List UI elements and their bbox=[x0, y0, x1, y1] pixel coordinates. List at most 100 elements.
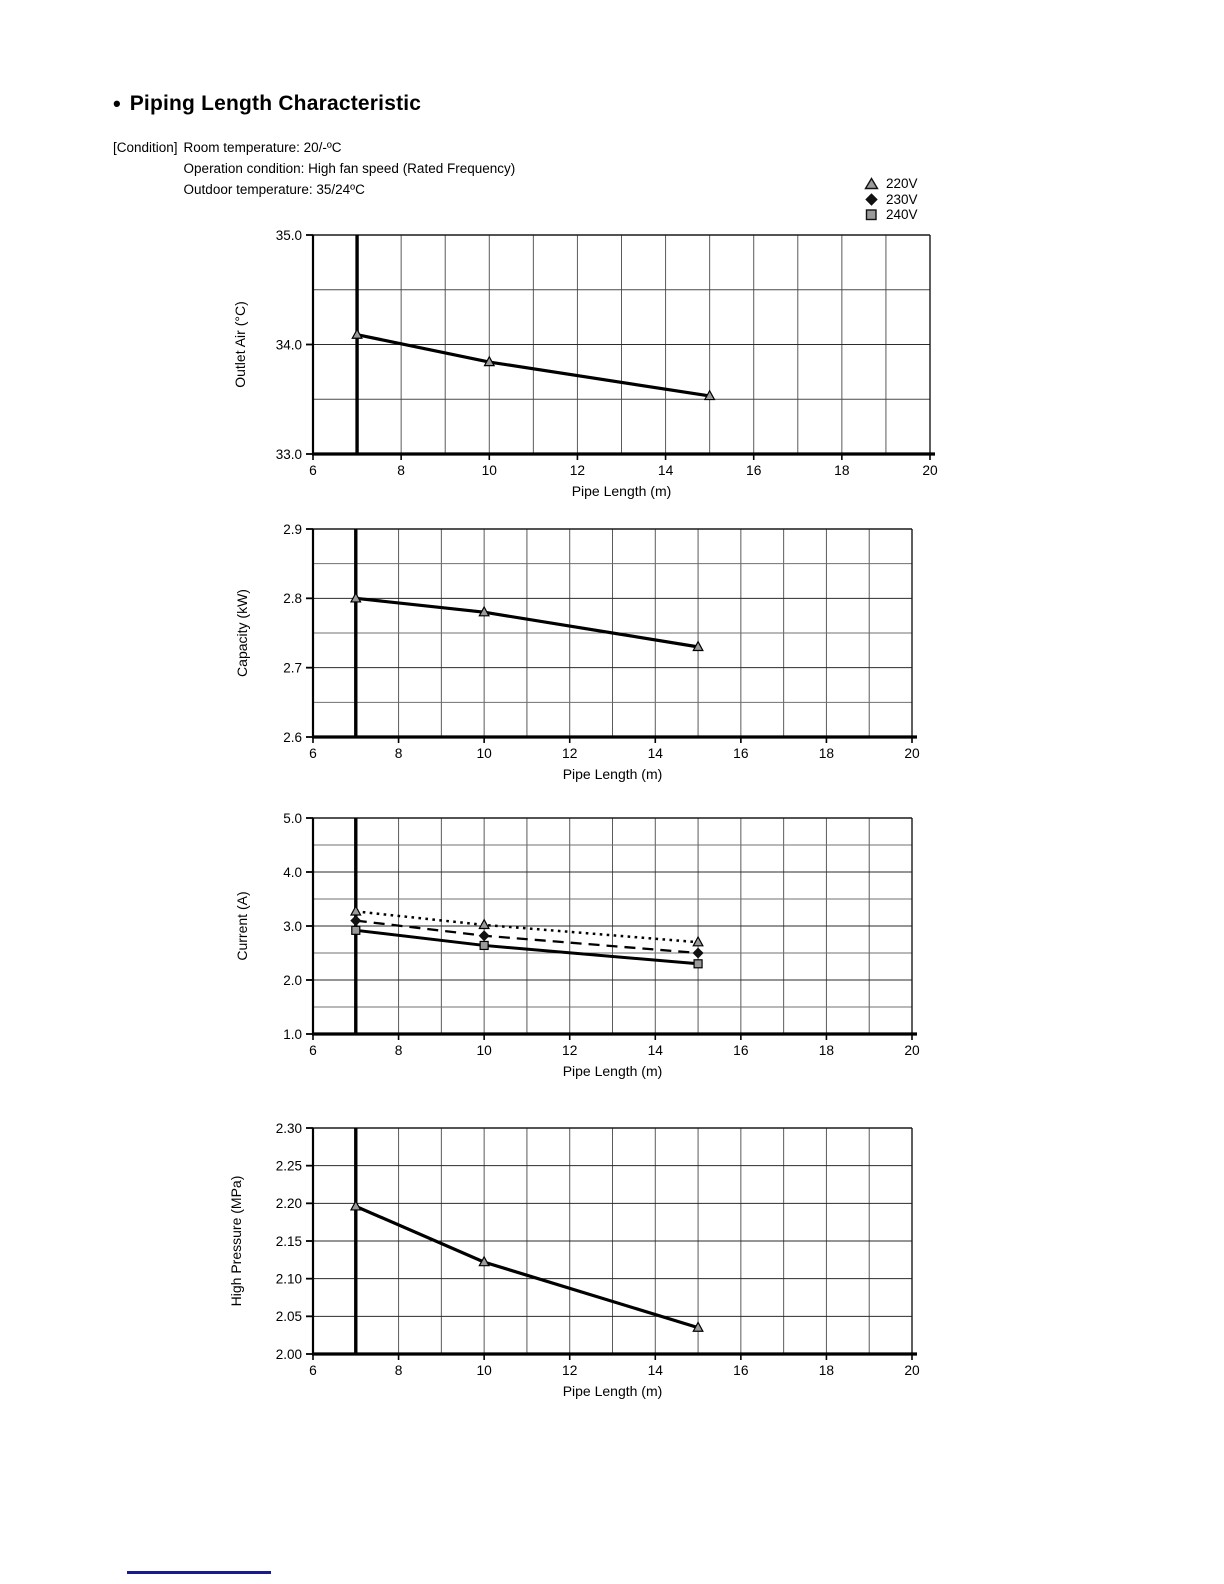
chart-outlet-air: 33.0 34.0 35.0 6 8 10 12 14 16 18 20 Pipe Length (m… bbox=[232, 228, 938, 499]
marker-diamond-230V bbox=[478, 930, 490, 942]
y-axis-title: Capacity (kW) bbox=[234, 589, 250, 677]
page-title: • Piping Length Characteristic bbox=[113, 92, 421, 116]
y-axis-title: Current (A) bbox=[234, 891, 250, 960]
marker-triangle-220V bbox=[478, 605, 490, 617]
legend-item-240v: 240V bbox=[864, 207, 918, 223]
y-tick-label: 34.0 bbox=[276, 337, 302, 352]
legend-label: 230V bbox=[886, 191, 918, 207]
legend-label: 240V bbox=[886, 207, 918, 223]
y-tick-label: 35.0 bbox=[276, 228, 302, 243]
y-tick-label: 33.0 bbox=[276, 447, 302, 462]
x-tick-label: 8 bbox=[397, 463, 405, 478]
x-tick-label: 16 bbox=[746, 463, 762, 478]
page-title-text: Piping Length Characteristic bbox=[129, 92, 422, 115]
y-tick-label: 2.20 bbox=[276, 1196, 302, 1211]
y-tick-label: 2.7 bbox=[283, 660, 302, 675]
marker-triangle-220V bbox=[703, 389, 716, 401]
y-tick-label: 2.6 bbox=[283, 730, 302, 745]
x-tick-label: 16 bbox=[733, 746, 749, 761]
x-tick-label: 10 bbox=[476, 746, 492, 761]
condition-block: [Condition] Room temperature: 20/-ºC Ope… bbox=[113, 137, 515, 200]
marker-triangle-220V bbox=[478, 918, 490, 930]
y-tick-label: 2.00 bbox=[276, 1347, 302, 1362]
x-tick-label: 20 bbox=[904, 1363, 920, 1378]
y-tick-label: 3.0 bbox=[283, 919, 302, 934]
x-tick-label: 14 bbox=[648, 1363, 664, 1378]
legend-label: 220V bbox=[886, 176, 918, 192]
marker-triangle-220V bbox=[351, 328, 363, 339]
y-tick-label: 2.05 bbox=[276, 1309, 302, 1324]
x-tick-label: 8 bbox=[395, 1363, 403, 1378]
legend-triangle-icon bbox=[864, 177, 879, 190]
x-tick-label: 12 bbox=[562, 1043, 577, 1058]
x-tick-label: 14 bbox=[648, 746, 664, 761]
legend: 220V 230V 240V bbox=[864, 176, 918, 223]
x-tick-label: 16 bbox=[733, 1363, 749, 1378]
x-tick-label: 18 bbox=[834, 463, 850, 478]
x-tick-label: 14 bbox=[658, 463, 674, 478]
y-axis-title: High Pressure (MPa) bbox=[228, 1176, 244, 1307]
condition-line-operation: Operation condition: High fan speed (Rat… bbox=[183, 161, 516, 176]
y-tick-label: 4.0 bbox=[283, 865, 302, 880]
x-tick-label: 6 bbox=[309, 1363, 317, 1378]
marker-triangle-220V bbox=[483, 355, 496, 367]
marker-triangle-220V bbox=[349, 1199, 362, 1211]
x-tick-label: 8 bbox=[395, 1043, 403, 1058]
legend-item-220v: 220V bbox=[864, 176, 918, 192]
y-axis-title: Outlet Air (°C) bbox=[232, 301, 248, 388]
x-axis-title: Pipe Length (m) bbox=[572, 483, 672, 499]
x-tick-label: 6 bbox=[309, 463, 317, 478]
y-tick-label: 2.9 bbox=[283, 522, 302, 537]
legend-diamond-icon bbox=[865, 193, 878, 206]
x-tick-label: 20 bbox=[904, 746, 920, 761]
marker-diamond-230V bbox=[692, 947, 704, 959]
x-tick-label: 14 bbox=[648, 1043, 664, 1058]
x-tick-label: 10 bbox=[482, 463, 498, 478]
y-tick-label: 2.15 bbox=[276, 1234, 302, 1249]
condition-label: [Condition] bbox=[113, 140, 178, 155]
marker-triangle-220V bbox=[478, 1255, 490, 1267]
series-line-220V bbox=[355, 910, 699, 944]
marker-square-240V bbox=[351, 925, 361, 935]
y-tick-label: 2.8 bbox=[283, 591, 302, 606]
x-tick-label: 12 bbox=[570, 463, 585, 478]
x-tick-label: 20 bbox=[904, 1043, 920, 1058]
marker-triangle-220V bbox=[692, 1321, 704, 1332]
y-tick-label: 1.0 bbox=[283, 1027, 302, 1042]
condition-line-outdoor: Outdoor temperature: 35/24ºC bbox=[183, 182, 365, 197]
y-tick-label: 2.10 bbox=[276, 1271, 302, 1286]
condition-line-room: Room temperature: 20/-ºC bbox=[183, 140, 342, 155]
y-tick-label: 2.25 bbox=[276, 1158, 302, 1173]
marker-triangle-220V bbox=[349, 904, 362, 916]
x-tick-label: 6 bbox=[309, 1043, 317, 1058]
x-tick-label: 16 bbox=[733, 1043, 749, 1058]
marker-triangle-220V bbox=[349, 591, 362, 603]
legend-item-230v: 230V bbox=[864, 192, 918, 208]
legend-square-icon bbox=[865, 209, 877, 221]
x-axis-title: Pipe Length (m) bbox=[563, 1063, 663, 1079]
chart-high-pressure: 2.00 2.05 2.10 2.15 2.20 2.25 2.30 6 8 10 12 14 16 18… bbox=[228, 1121, 920, 1399]
x-axis-title: Pipe Length (m) bbox=[563, 766, 663, 782]
marker-square-240V bbox=[693, 959, 703, 969]
x-tick-label: 10 bbox=[476, 1043, 492, 1058]
x-tick-label: 8 bbox=[395, 746, 403, 761]
x-axis-title: Pipe Length (m) bbox=[563, 1383, 663, 1399]
x-tick-label: 18 bbox=[819, 1363, 835, 1378]
footer-rule bbox=[127, 1571, 271, 1574]
x-tick-label: 12 bbox=[562, 746, 577, 761]
marker-triangle-220V bbox=[692, 935, 704, 947]
chart-current: 1.0 2.0 3.0 4.0 5.0 6 8 10 12 14 16 18 20 Pipe Length… bbox=[234, 811, 920, 1079]
x-tick-label: 18 bbox=[819, 746, 835, 761]
x-tick-label: 20 bbox=[922, 463, 938, 478]
x-tick-label: 12 bbox=[562, 1363, 577, 1378]
y-tick-label: 2.30 bbox=[276, 1121, 302, 1136]
marker-diamond-230V bbox=[350, 915, 362, 927]
condition-lines: Room temperature: 20/-ºC Operation condi… bbox=[184, 137, 516, 200]
marker-square-240V bbox=[479, 940, 489, 951]
x-tick-label: 6 bbox=[309, 746, 317, 761]
x-tick-label: 18 bbox=[819, 1043, 835, 1058]
chart-capacity: 2.6 2.7 2.8 2.9 6 8 10 12 14 16 18 20 Pipe Length (m… bbox=[234, 522, 920, 782]
x-tick-label: 10 bbox=[476, 1363, 492, 1378]
y-tick-label: 5.0 bbox=[283, 811, 302, 826]
